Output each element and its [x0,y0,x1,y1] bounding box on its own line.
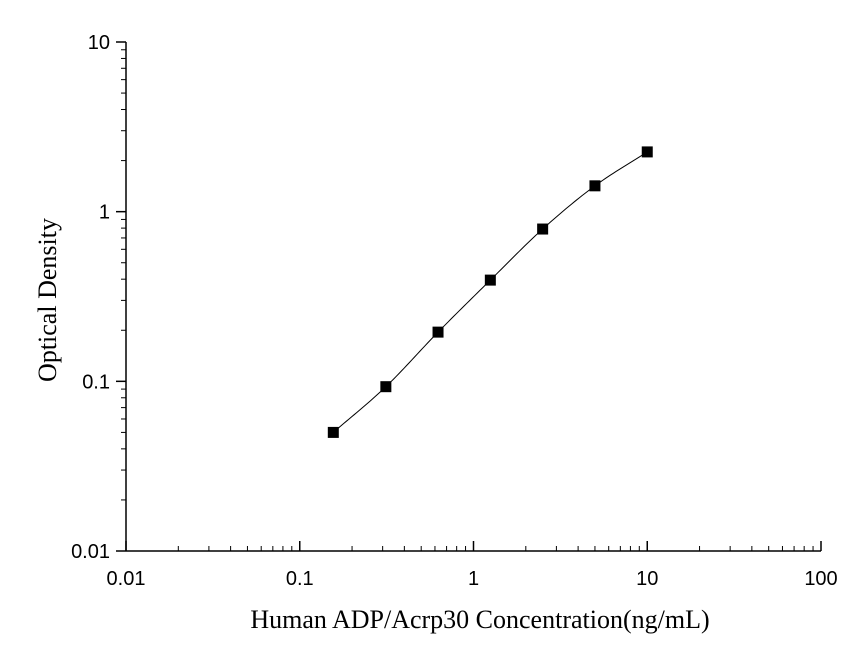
data-point [380,381,392,393]
x-tick-label: 1 [468,568,479,590]
data-point [327,426,339,438]
axes [116,41,822,552]
data-points [327,146,653,438]
x-tick-label: 0.1 [286,568,314,590]
y-tick-label: 1 [99,202,110,224]
data-point [484,274,496,286]
data-point [432,326,444,338]
x-axis-title: Human ADP/Acrp30 Concentration(ng/mL) [250,605,709,634]
data-point [641,146,653,158]
x-tick-label: 10 [636,568,658,590]
data-point [537,223,549,235]
y-tick-label: 10 [88,32,110,54]
y-tick-label: 0.1 [82,371,110,393]
x-tick-label: 100 [804,568,837,590]
data-point [589,180,601,192]
x-tick-label: 0.01 [107,568,146,590]
y-axis-title: Optical Density [33,218,62,382]
y-tick-labels: 0.01 0.1 1 10 [71,32,110,563]
x-tick-labels: 0.01 0.1 1 10 100 [107,568,838,590]
y-tick-label: 0.01 [71,541,110,563]
